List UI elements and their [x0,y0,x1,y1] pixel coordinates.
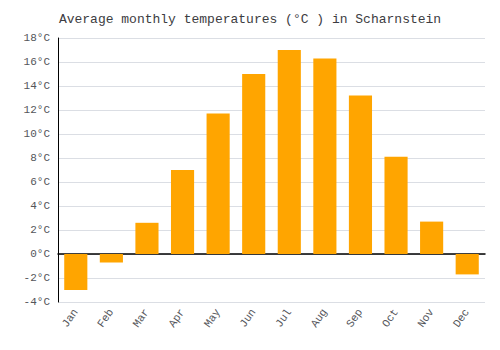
svg-text:Nov: Nov [415,306,436,329]
svg-text:Oct: Oct [380,307,401,330]
svg-text:16°C: 16°C [24,56,51,68]
svg-text:May: May [202,306,223,329]
svg-text:-2°C: -2°C [24,272,51,284]
svg-text:Feb: Feb [95,307,116,330]
svg-text:12°C: 12°C [24,104,51,116]
svg-text:4°C: 4°C [30,200,50,212]
svg-text:18°C: 18°C [24,32,51,44]
svg-text:2°C: 2°C [30,224,50,236]
svg-text:-4°C: -4°C [24,296,51,308]
svg-text:Sep: Sep [344,307,365,330]
svg-text:Jul: Jul [273,307,294,330]
svg-text:6°C: 6°C [30,176,50,188]
svg-text:10°C: 10°C [24,128,51,140]
svg-text:0°C: 0°C [30,248,50,260]
svg-text:Aug: Aug [309,307,330,330]
svg-text:Average monthly temperatures (: Average monthly temperatures (°C ) in Sc… [59,12,441,27]
svg-text:Jan: Jan [60,307,81,330]
svg-text:Dec: Dec [451,307,472,330]
svg-text:14°C: 14°C [24,80,51,92]
svg-text:8°C: 8°C [30,152,50,164]
svg-text:Mar: Mar [131,307,152,330]
svg-text:Apr: Apr [166,307,187,330]
svg-text:Jun: Jun [237,307,258,330]
